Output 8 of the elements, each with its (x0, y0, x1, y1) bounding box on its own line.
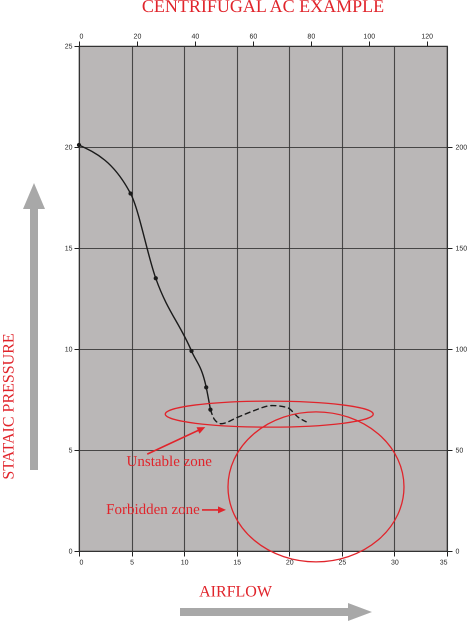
point (189, 348, 194, 354)
x-axis-title: AIRFLOW (199, 584, 273, 600)
chart-title: CENTRIFUGAL AC EXAMPLE (142, 0, 384, 16)
y-axis-title: STATAIC PRESSURE (0, 333, 18, 480)
point (128, 191, 133, 196)
point (154, 276, 158, 280)
point (204, 385, 208, 390)
point (76, 142, 82, 148)
